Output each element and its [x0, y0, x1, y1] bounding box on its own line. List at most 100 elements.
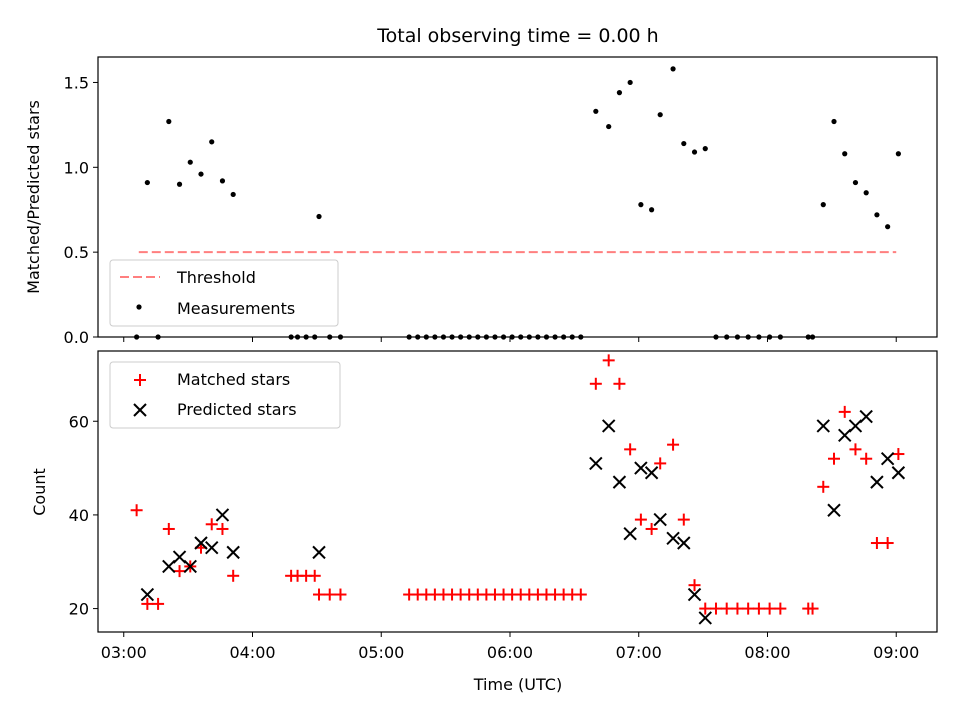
measurement-point [219, 178, 226, 184]
measurement-point [187, 159, 193, 165]
predicted-star-point [870, 475, 884, 489]
matched-star-point [892, 448, 905, 461]
matched-star-point [677, 513, 690, 526]
measurement-point [475, 334, 481, 340]
predicted-star-point [183, 559, 197, 574]
measurement-point [638, 202, 644, 208]
matched-star-point [634, 513, 647, 526]
measurement-point [155, 334, 161, 340]
legend-matched-label: Matched stars [177, 370, 290, 389]
measurement-point [745, 334, 751, 340]
count-axes: 20 40 60 03:00 04:00 05:00 06:00 07:00 08:00 09:0… [69, 412, 920, 662]
ratio-y-tick-label: 0.0 [64, 328, 89, 347]
matched-star-point [870, 537, 883, 550]
matched-star-point [860, 452, 873, 465]
predicted-star-point [666, 531, 680, 546]
measurement-point [691, 149, 698, 155]
measurement-point [809, 334, 816, 340]
predicted-star-point [859, 409, 873, 424]
matched-star-point [731, 602, 744, 615]
measurement-point [863, 190, 869, 196]
predicted-star-point [226, 545, 240, 560]
measurement-point [406, 334, 412, 340]
measurement-point [820, 202, 826, 208]
measurement-point [543, 334, 550, 340]
measurement-point [649, 207, 655, 213]
measurement-point [492, 334, 498, 340]
x-tick-label: 07:00 [616, 643, 662, 662]
x-tick-label: 09:00 [873, 643, 919, 662]
predicted-star-point [687, 587, 702, 602]
x-tick-label: 08:00 [744, 643, 790, 662]
matched-star-point [709, 602, 722, 615]
count-y-tick-label: 60 [69, 412, 89, 431]
matched-star-point [881, 537, 894, 550]
predicted-star-point [848, 419, 863, 433]
predicted-star-point [880, 452, 895, 466]
x-tick-label: 03:00 [101, 643, 147, 662]
measurement-point [734, 334, 741, 340]
matched-star-point [806, 602, 819, 615]
measurement-point [288, 334, 294, 340]
predicted-star-point [162, 559, 176, 574]
matched-star-point [152, 597, 165, 610]
ratio-y-axis-label: Matched/Predicted stars [24, 100, 43, 294]
ratio-y-tick-label: 0.5 [64, 243, 89, 262]
measurement-point [166, 118, 172, 125]
predicted-star-point [215, 508, 230, 522]
matched-star-point [323, 588, 336, 601]
measurement-point [415, 334, 421, 340]
ratio-panel: 0.0 0.5 1.0 1.5 Matched/Predicted stars Thr… [24, 56, 938, 347]
measurement-point [724, 334, 730, 340]
matched-star-point [849, 443, 862, 456]
measurement-point [670, 66, 676, 72]
ratio-panel-frame [97, 56, 938, 338]
predicted-star-point [634, 461, 648, 475]
chart-title: Total observing time = 0.00 h [376, 25, 658, 47]
measurement-point [423, 334, 429, 340]
ratio-legend: Threshold Measurements [109, 259, 339, 327]
matched-star-point [574, 588, 587, 601]
matched-star-point [774, 602, 787, 615]
predicted-star-point [601, 419, 616, 433]
x-tick-label: 04:00 [229, 643, 275, 662]
matched-star-point [645, 522, 658, 535]
matched-star-point [699, 602, 712, 615]
predicted-star-point [312, 545, 326, 560]
matched-star-point [162, 522, 175, 535]
measurement-point [852, 179, 859, 186]
measurement-point [767, 334, 773, 340]
legend-predicted-label: Predicted stars [177, 400, 297, 419]
predicted-star-point [589, 456, 603, 471]
predicted-star-point [891, 466, 906, 480]
measurement-point [777, 334, 783, 340]
predicted-star-point [612, 475, 627, 489]
matched-star-point [141, 597, 154, 610]
ratio-plot-area [134, 66, 901, 340]
measurement-point [134, 334, 140, 340]
matched-star-point [667, 438, 680, 451]
measurement-point [842, 151, 848, 157]
measurement-point [230, 191, 236, 198]
measurement-point [458, 334, 464, 340]
count-panel-frame [97, 350, 938, 633]
measurement-point [209, 139, 215, 145]
measurement-point [518, 334, 524, 340]
predicted-star-point [816, 419, 830, 433]
measurement-point [805, 334, 811, 340]
measurement-point [831, 118, 837, 125]
matched-star-point [130, 504, 143, 517]
measurement-point [593, 108, 599, 114]
measurement-point [316, 213, 322, 220]
count-legend: Matched stars Predicted stars [109, 361, 341, 429]
matched-star-point [828, 452, 841, 465]
matched-star-point [742, 602, 755, 615]
predicted-star-point [194, 536, 208, 550]
count-plot-area [130, 354, 906, 625]
matched-star-point [313, 588, 326, 601]
count-y-tick-label: 20 [69, 600, 89, 619]
count-panel: 20 40 60 03:00 04:00 05:00 06:00 07:00 08:00 09:0… [30, 350, 938, 694]
measurement-point [702, 146, 708, 152]
matched-star-point [720, 602, 733, 615]
measurement-point [526, 334, 532, 340]
